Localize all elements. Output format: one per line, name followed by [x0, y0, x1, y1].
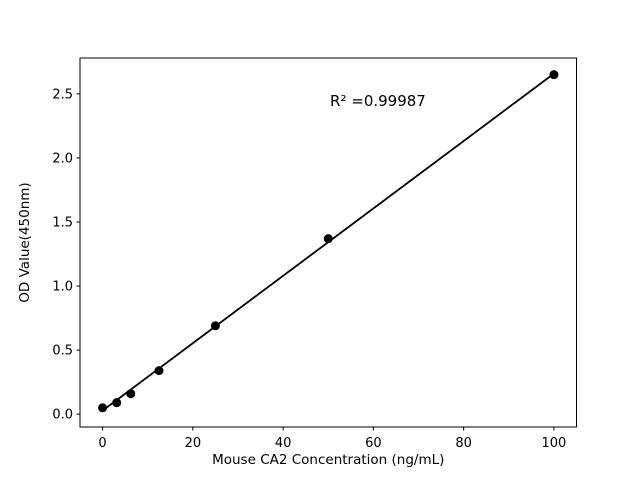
data-point: [126, 389, 136, 399]
data-point: [549, 70, 559, 80]
y-axis-tick-label: 1.5: [52, 216, 73, 231]
data-point: [154, 366, 164, 376]
x-axis-tick-label: 20: [185, 436, 202, 451]
x-axis-tick-label: 60: [365, 436, 382, 451]
y-axis-label: OD Value(450nm): [17, 182, 33, 302]
y-axis-tick-label: 0.5: [52, 344, 73, 359]
data-point: [112, 398, 122, 408]
data-point: [210, 321, 220, 331]
x-axis-tick-label: 0: [98, 436, 106, 451]
x-axis-tick-label: 40: [275, 436, 292, 451]
x-axis-tick-label: 80: [455, 436, 472, 451]
data-point: [323, 234, 333, 244]
x-axis-label: Mouse CA2 Concentration (ng/mL): [212, 452, 444, 468]
r-squared-annotation: R² =0.99987: [330, 92, 426, 110]
y-axis-tick-label: 2.5: [52, 87, 73, 102]
y-axis-tick-label: 2.0: [52, 151, 73, 166]
x-axis-tick-label: 100: [542, 436, 567, 451]
y-axis-tick-label: 0.0: [52, 408, 73, 423]
y-axis-tick-label: 1.0: [52, 280, 73, 295]
data-point: [98, 403, 108, 413]
